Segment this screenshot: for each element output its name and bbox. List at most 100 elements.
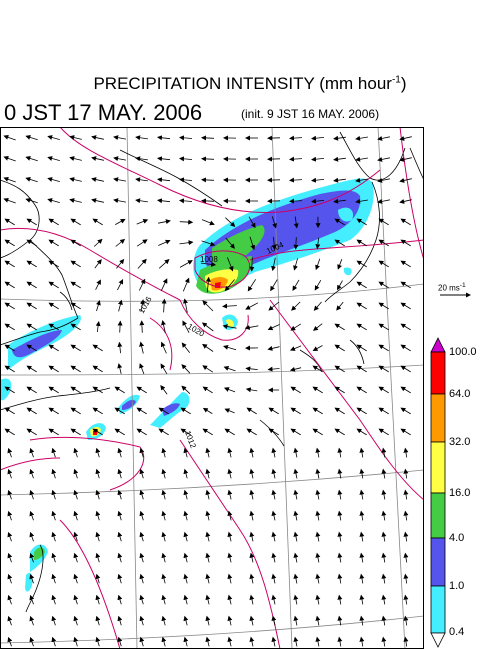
wind-vector bbox=[117, 594, 123, 605]
wind-vector bbox=[249, 615, 255, 626]
wind-vector bbox=[337, 447, 343, 458]
wind-vector bbox=[92, 344, 103, 352]
wind-vector bbox=[271, 636, 277, 647]
wind-vector bbox=[246, 407, 257, 415]
wind-vector bbox=[47, 177, 60, 182]
wind-vector bbox=[290, 386, 301, 394]
wind-vector bbox=[403, 615, 409, 626]
wind-vector bbox=[135, 156, 148, 162]
wind-vector bbox=[245, 366, 258, 372]
wind-vector bbox=[114, 386, 125, 394]
wind-vector bbox=[247, 279, 257, 292]
wind-vector bbox=[293, 468, 299, 479]
wind-vector bbox=[157, 177, 171, 183]
wind-vector bbox=[117, 489, 123, 500]
wind-vector bbox=[200, 261, 217, 267]
wind-vector bbox=[29, 636, 35, 647]
wind-vector bbox=[70, 218, 81, 226]
wind-vector bbox=[69, 135, 82, 140]
wind-vector bbox=[227, 552, 233, 563]
wind-vector bbox=[378, 239, 389, 247]
wind-vector bbox=[26, 323, 37, 331]
wind-vector bbox=[381, 615, 387, 626]
wind-vector bbox=[201, 322, 214, 332]
wind-vector bbox=[249, 447, 255, 458]
wind-vector bbox=[315, 615, 321, 626]
wind-vector bbox=[161, 636, 167, 647]
wind-vector bbox=[248, 216, 256, 229]
colorbar-segment-32-64 bbox=[430, 393, 446, 443]
wind-vector bbox=[403, 594, 409, 605]
wind-vector bbox=[312, 365, 323, 373]
wind-vector bbox=[315, 636, 321, 647]
isobars bbox=[0, 127, 424, 649]
wind-vector bbox=[246, 428, 257, 436]
wind-vector bbox=[359, 489, 365, 500]
wind-vector bbox=[180, 428, 191, 436]
wind-vector bbox=[205, 636, 211, 647]
wind-vector bbox=[29, 531, 35, 542]
wind-vector bbox=[227, 636, 233, 647]
wind-vector bbox=[223, 366, 236, 372]
wind-vector bbox=[381, 636, 387, 647]
wind-vector bbox=[359, 447, 365, 458]
wind-vector bbox=[227, 531, 233, 542]
wind-vector bbox=[271, 489, 277, 500]
wind-vector bbox=[51, 447, 57, 458]
wind-vector bbox=[73, 594, 79, 605]
wind-vector bbox=[117, 531, 123, 542]
wind-vector bbox=[334, 365, 345, 373]
wind-vector bbox=[48, 386, 59, 394]
wind-vector bbox=[4, 365, 15, 373]
colorbar-segment-16-32 bbox=[430, 441, 446, 494]
wind-vector bbox=[4, 239, 15, 247]
wind-vector bbox=[158, 219, 171, 225]
wind-vector bbox=[337, 489, 343, 500]
wind-vector bbox=[227, 447, 233, 458]
wind-vector bbox=[400, 218, 411, 226]
wind-vector bbox=[114, 428, 125, 436]
wind-vector bbox=[70, 281, 81, 289]
wind-vector bbox=[51, 573, 57, 584]
wind-vector bbox=[91, 198, 104, 204]
wind-vector bbox=[91, 135, 104, 141]
wind-vector bbox=[311, 135, 325, 141]
wind-vector bbox=[139, 510, 145, 521]
wind-vector bbox=[222, 324, 237, 329]
wind-vector bbox=[293, 237, 299, 250]
wind-vector bbox=[249, 531, 255, 542]
wind-vector bbox=[181, 385, 191, 394]
wind-vector bbox=[378, 281, 389, 289]
wind-vector bbox=[227, 257, 234, 272]
wind-vector bbox=[139, 341, 145, 354]
wind-vector bbox=[205, 447, 211, 458]
wind-vector bbox=[267, 345, 280, 351]
wind-vector bbox=[378, 386, 389, 394]
wind-vector bbox=[183, 531, 189, 542]
wind-vector bbox=[399, 198, 412, 204]
wind-vector bbox=[179, 240, 194, 246]
isobar-label: 1008 bbox=[200, 255, 218, 264]
wind-vector bbox=[95, 594, 101, 605]
wind-vector bbox=[26, 344, 37, 352]
wind-vector bbox=[334, 428, 345, 436]
wind-vector bbox=[161, 468, 167, 479]
wind-vector bbox=[70, 302, 81, 310]
wind-vector bbox=[249, 594, 255, 605]
wind-vector bbox=[268, 428, 279, 436]
wind-vector bbox=[29, 468, 35, 479]
wind-vector bbox=[315, 237, 321, 250]
wind-vector bbox=[51, 489, 57, 500]
wind-vector bbox=[117, 636, 123, 647]
wind-vector bbox=[139, 363, 145, 375]
wind-vector bbox=[293, 258, 298, 271]
wind-vector bbox=[225, 237, 235, 249]
wind-vector bbox=[136, 219, 149, 225]
wind-vector bbox=[179, 219, 194, 225]
wind-vector bbox=[26, 365, 37, 373]
wind-vector bbox=[70, 260, 81, 268]
wind-vector bbox=[4, 302, 15, 310]
wind-vector bbox=[160, 363, 168, 375]
wind-vector bbox=[4, 344, 15, 352]
wind-vector bbox=[312, 345, 323, 351]
